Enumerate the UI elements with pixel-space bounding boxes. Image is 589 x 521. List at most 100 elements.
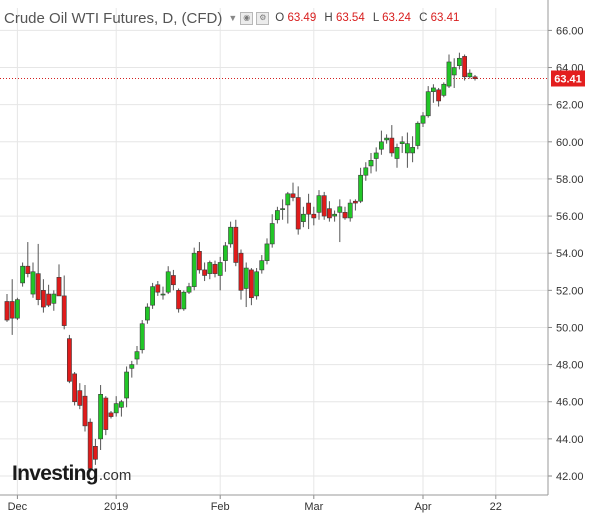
candle-down bbox=[77, 390, 83, 406]
x-tick-label: Mar bbox=[304, 501, 323, 513]
candle-down bbox=[462, 56, 467, 78]
logo-text-main: Investing bbox=[12, 462, 99, 485]
candle-down bbox=[295, 197, 301, 230]
y-tick-label: 62.00 bbox=[556, 100, 584, 112]
candle-up bbox=[410, 147, 415, 154]
candle-down bbox=[321, 195, 327, 217]
candle-down bbox=[40, 290, 46, 308]
candle-down bbox=[326, 208, 332, 219]
candle-up bbox=[430, 87, 436, 92]
y-tick-label: 54.00 bbox=[556, 248, 584, 260]
x-axis-labels: Dec 2019 Feb Mar Apr 22 bbox=[8, 501, 502, 513]
candle-up bbox=[119, 401, 124, 408]
candle-down bbox=[290, 193, 296, 198]
candle-up bbox=[145, 306, 150, 321]
candle-up bbox=[274, 210, 280, 221]
chart-header: Crude Oil WTI Futures, D, (CFD) ▼ ◉ ⚙ O … bbox=[4, 8, 464, 28]
candle-up bbox=[280, 208, 285, 210]
candle-up bbox=[456, 57, 462, 66]
candle-up bbox=[243, 267, 249, 289]
candle-down bbox=[472, 76, 478, 79]
open-value: 63.49 bbox=[287, 12, 317, 24]
eye-icon[interactable]: ◉ bbox=[240, 11, 254, 25]
candle-up bbox=[394, 147, 400, 159]
candle-up bbox=[404, 143, 410, 154]
candle-down bbox=[56, 277, 62, 297]
candle-down bbox=[249, 269, 254, 299]
candle-down bbox=[25, 265, 31, 274]
candle-up bbox=[134, 351, 140, 360]
candle-up bbox=[129, 364, 135, 369]
candle-down bbox=[352, 200, 358, 204]
candle-up bbox=[420, 115, 426, 124]
axes bbox=[0, 0, 552, 499]
x-tick-label: Feb bbox=[211, 501, 230, 513]
candle-up bbox=[181, 291, 187, 310]
candle-up bbox=[186, 286, 192, 293]
candle-up bbox=[165, 271, 171, 293]
candle-up bbox=[217, 262, 223, 276]
candle-down bbox=[171, 275, 176, 286]
candle-up bbox=[285, 193, 291, 206]
close-label: C bbox=[419, 12, 428, 24]
candle-down bbox=[82, 395, 88, 427]
settings-icon[interactable]: ⚙ bbox=[256, 11, 270, 25]
y-tick-label: 60.00 bbox=[556, 137, 584, 149]
candle-up bbox=[363, 167, 369, 176]
y-tick-label: 52.00 bbox=[556, 285, 584, 297]
candle-down bbox=[72, 373, 77, 403]
y-tick-label: 66.00 bbox=[556, 25, 584, 37]
candle-up bbox=[223, 245, 228, 261]
candle-up bbox=[139, 323, 145, 351]
candle-up bbox=[191, 252, 197, 287]
candle-down bbox=[61, 295, 67, 326]
price-tag: 63.41 bbox=[551, 70, 585, 87]
candle-down bbox=[212, 264, 218, 274]
candle-up bbox=[124, 371, 129, 399]
candle-down bbox=[9, 301, 15, 319]
y-tick-label: 58.00 bbox=[556, 174, 584, 186]
grid-lines bbox=[0, 8, 548, 495]
chevron-down-icon[interactable]: ▼ bbox=[228, 13, 238, 23]
candle-up bbox=[113, 403, 119, 414]
candle-down bbox=[4, 301, 10, 321]
candle-up bbox=[160, 293, 166, 296]
candle-down bbox=[176, 290, 181, 310]
x-tick-label: 2019 bbox=[104, 501, 128, 513]
instrument-title[interactable]: Crude Oil WTI Futures, D, (CFD) bbox=[4, 9, 223, 27]
candle-down bbox=[311, 213, 317, 219]
candle-up bbox=[415, 122, 421, 146]
candle-down bbox=[436, 89, 441, 102]
candle-down bbox=[35, 273, 41, 300]
y-tick-label: 46.00 bbox=[556, 397, 584, 409]
price-tag-value: 63.41 bbox=[554, 73, 582, 85]
candle-up bbox=[150, 286, 155, 306]
y-tick-label: 50.00 bbox=[556, 322, 584, 334]
candle-up bbox=[373, 152, 379, 159]
y-tick-label: 44.00 bbox=[556, 434, 584, 446]
x-tick-label: 22 bbox=[490, 501, 502, 513]
x-tick-label: Apr bbox=[414, 501, 431, 513]
candle-up bbox=[269, 223, 275, 245]
logo-text-sub: .com bbox=[98, 467, 132, 484]
candle-up bbox=[259, 260, 265, 271]
candle-up bbox=[384, 137, 389, 141]
candle-up bbox=[15, 299, 20, 319]
high-value: 63.54 bbox=[335, 12, 365, 24]
candle-up bbox=[347, 202, 353, 219]
y-tick-label: 48.00 bbox=[556, 360, 584, 372]
candle-up bbox=[228, 226, 233, 245]
candle-down bbox=[155, 284, 161, 293]
investing-logo: Investing .com bbox=[12, 462, 131, 486]
candle-up bbox=[425, 91, 431, 117]
y-tick-label: 56.00 bbox=[556, 211, 584, 223]
candle-down bbox=[108, 412, 114, 417]
candle-up bbox=[264, 243, 270, 261]
ohlc-readout: O 63.49 H 63.54 L 63.24 C 63.41 bbox=[275, 12, 464, 24]
x-tick-label: Dec bbox=[8, 501, 28, 513]
candle-down bbox=[87, 421, 93, 469]
candle-down bbox=[202, 269, 207, 276]
candle-up bbox=[451, 67, 457, 76]
